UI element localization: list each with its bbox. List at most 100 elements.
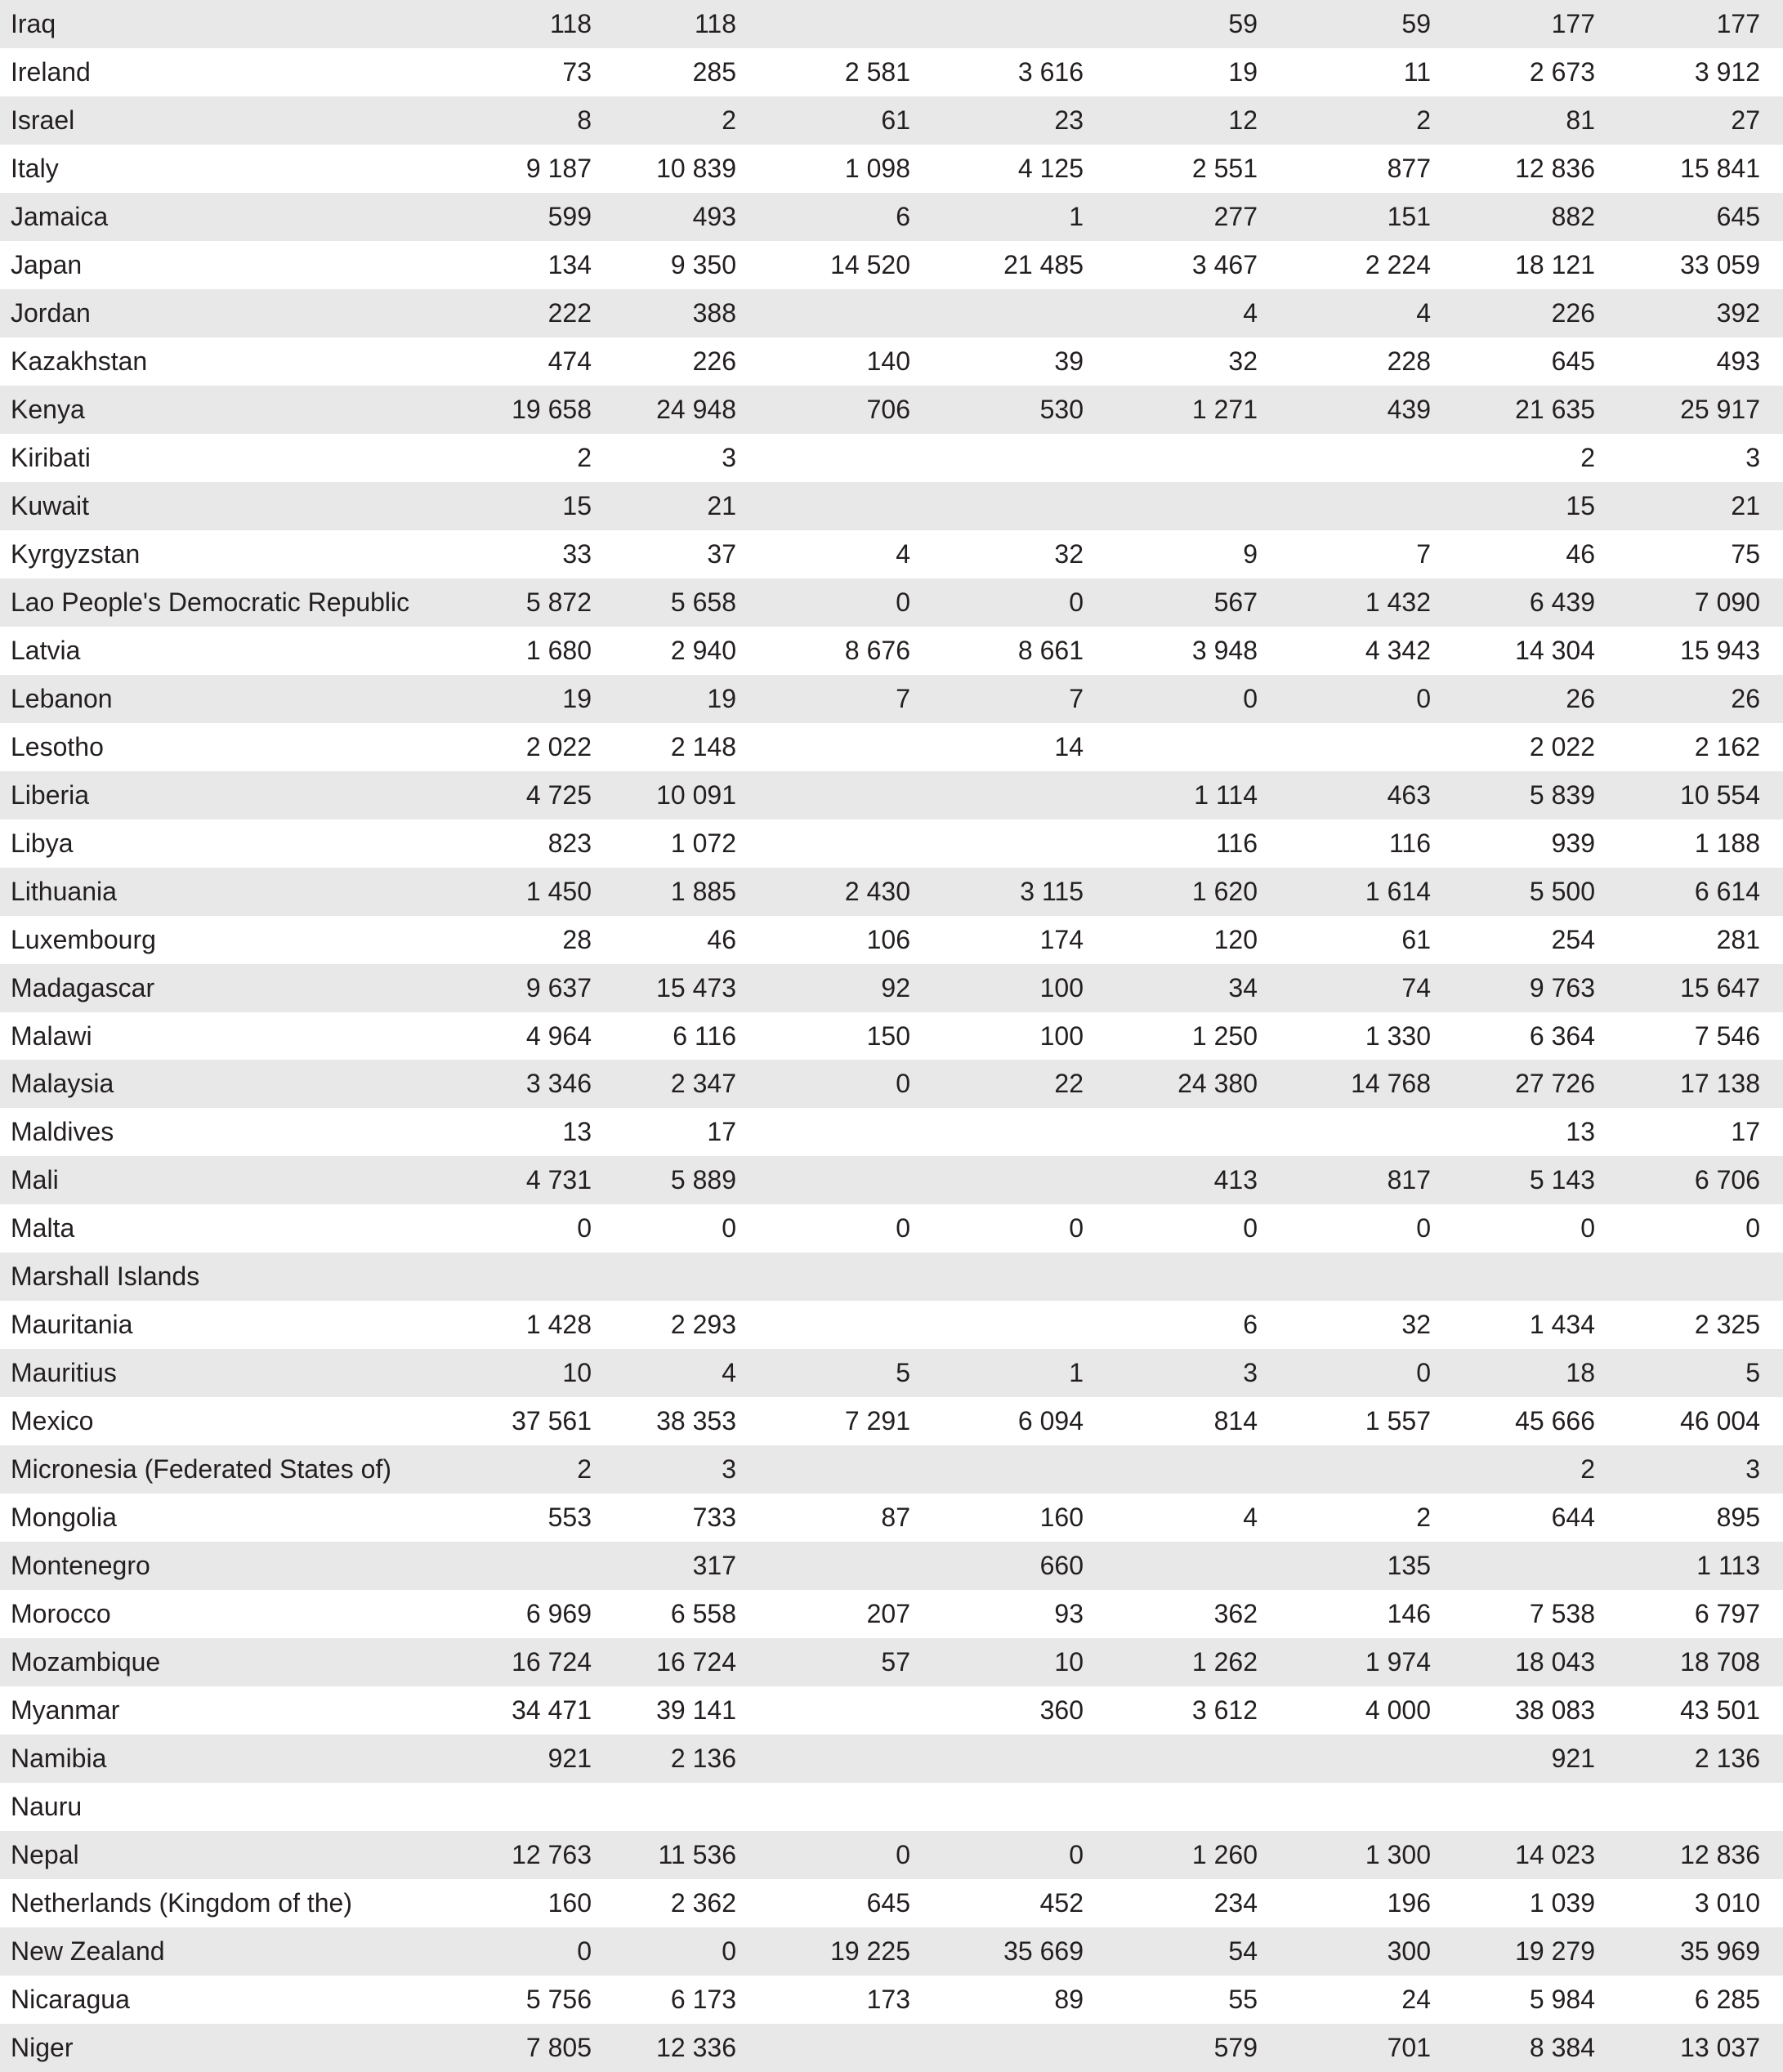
table-cell: 140 xyxy=(866,346,910,376)
table-row: Ireland 73 285 2 581 3 616 19 11 2 673 3 912 xyxy=(0,48,1783,96)
table-cell: 222 xyxy=(547,297,592,328)
table-cell: 26 xyxy=(1566,683,1595,713)
table-cell: 14 xyxy=(1054,731,1084,761)
table-cell: 579 xyxy=(1213,2033,1258,2063)
table-cell: 1 557 xyxy=(1365,1406,1431,1436)
table-cell: 1 188 xyxy=(1694,828,1760,858)
table-cell: 27 726 xyxy=(1515,1069,1595,1099)
table-cell: 6 969 xyxy=(525,1599,592,1629)
table-cell: 10 xyxy=(1054,1647,1084,1677)
country-name: Libya xyxy=(11,828,74,858)
table-cell: 24 380 xyxy=(1177,1069,1258,1099)
country-name: Jamaica xyxy=(11,201,109,231)
table-row: Libya 823 1 072 116 116 939 1 188 xyxy=(0,819,1783,868)
table-cell: 4 000 xyxy=(1365,1695,1431,1726)
table-cell: 921 xyxy=(1551,1744,1595,1774)
country-name: Jordan xyxy=(11,297,91,328)
table-cell: 3 346 xyxy=(525,1069,592,1099)
table-cell: 6 285 xyxy=(1694,1985,1760,2015)
country-name: Lao People's Democratic Republic xyxy=(11,587,410,617)
table-cell: 35 969 xyxy=(1680,1936,1760,1967)
table-cell: 1 xyxy=(1069,1358,1084,1388)
table-row: Kazakhstan 474 226 140 39 32 228 645 493 xyxy=(0,337,1783,386)
table-cell: 26 xyxy=(1731,683,1760,713)
table-cell: 19 xyxy=(707,683,736,713)
table-cell: 823 xyxy=(547,828,592,858)
table-row: Mauritania 1 428 2 293 6 32 1 434 2 325 xyxy=(0,1301,1783,1349)
table-cell: 1 072 xyxy=(670,828,736,858)
country-name: Kiribati xyxy=(11,442,91,472)
table-cell: 817 xyxy=(1387,1165,1431,1195)
table-cell: 18 xyxy=(1566,1358,1595,1388)
table-cell: 54 xyxy=(1228,1936,1258,1967)
table-cell: 5 756 xyxy=(525,1985,592,2015)
table-cell: 21 xyxy=(707,490,736,520)
table-cell: 0 xyxy=(896,587,910,617)
table-cell: 4 xyxy=(1243,1503,1258,1533)
table-cell: 2 673 xyxy=(1529,56,1595,87)
table-row: Lao People's Democratic Republic 5 872 5 6… xyxy=(0,578,1783,627)
table-row: Kuwait 15 21 15 21 xyxy=(0,481,1783,530)
table-row: Jordan 222 388 4 4 226 392 xyxy=(0,288,1783,337)
table-cell: 5 658 xyxy=(670,587,736,617)
table-cell: 4 125 xyxy=(1017,153,1084,183)
table-cell: 10 554 xyxy=(1680,779,1760,810)
table-cell: 0 xyxy=(1243,1213,1258,1244)
table-cell: 8 661 xyxy=(1017,635,1084,665)
table-row: Madagascar 9 637 15 473 92 100 34 74 9 763 15 64… xyxy=(0,963,1783,1012)
table-cell: 2 xyxy=(1416,1503,1431,1533)
table-cell: 24 xyxy=(1401,1985,1431,2015)
table-cell: 17 138 xyxy=(1680,1069,1760,1099)
table-cell: 15 xyxy=(1566,490,1595,520)
table-cell: 6 558 xyxy=(670,1599,736,1629)
table-cell: 21 635 xyxy=(1515,394,1595,424)
table-cell: 100 xyxy=(1039,972,1084,1003)
table-cell: 2 293 xyxy=(670,1310,736,1340)
table-cell: 5 839 xyxy=(1529,779,1595,810)
table-cell: 1 039 xyxy=(1529,1888,1595,1918)
table-cell: 2 136 xyxy=(670,1744,736,1774)
table-cell: 4 342 xyxy=(1365,635,1431,665)
table-row: Micronesia (Federated States of) 2 3 2 3 xyxy=(0,1445,1783,1494)
table-cell: 32 xyxy=(1228,346,1258,376)
table-cell: 2 xyxy=(1580,1454,1595,1485)
table-cell: 277 xyxy=(1213,201,1258,231)
country-name: Lebanon xyxy=(11,683,113,713)
table-cell: 6 116 xyxy=(673,1020,736,1051)
country-name: Myanmar xyxy=(11,1695,120,1726)
table-cell: 134 xyxy=(547,249,592,279)
table-cell: 0 xyxy=(896,1213,910,1244)
table-cell: 14 304 xyxy=(1515,635,1595,665)
table-cell: 1 330 xyxy=(1365,1020,1431,1051)
table-cell: 89 xyxy=(1054,1985,1084,2015)
table-row: Malaysia 3 346 2 347 0 22 24 380 14 768 27 726 1… xyxy=(0,1060,1783,1109)
table-cell: 226 xyxy=(692,346,736,376)
table-row: Liberia 4 725 10 091 1 114 463 5 839 10 554 xyxy=(0,770,1783,819)
table-cell: 0 xyxy=(1416,1213,1431,1244)
table-cell: 13 xyxy=(562,1117,592,1147)
country-name: Italy xyxy=(11,153,59,183)
country-name: Montenegro xyxy=(11,1551,150,1581)
table-cell: 61 xyxy=(1401,924,1431,954)
table-cell: 3 612 xyxy=(1191,1695,1258,1726)
table-cell: 160 xyxy=(547,1888,592,1918)
table-cell: 0 xyxy=(1069,1840,1084,1870)
table-cell: 116 xyxy=(1215,828,1258,858)
table-cell: 0 xyxy=(1069,587,1084,617)
table-row: Mali 4 731 5 889 413 817 5 143 6 706 xyxy=(0,1156,1783,1205)
country-name: Japan xyxy=(11,249,83,279)
table-cell: 6 706 xyxy=(1694,1165,1760,1195)
table-row: Lebanon 19 19 7 7 0 0 26 26 xyxy=(0,674,1783,723)
table-cell: 645 xyxy=(866,1888,910,1918)
table-cell: 27 xyxy=(1731,105,1760,135)
table-cell: 24 948 xyxy=(656,394,736,424)
table-cell: 360 xyxy=(1039,1695,1084,1726)
table-cell: 392 xyxy=(1716,297,1760,328)
country-name: Mali xyxy=(11,1165,59,1195)
table-cell: 46 004 xyxy=(1680,1406,1760,1436)
table-cell: 2 022 xyxy=(1529,731,1595,761)
table-cell: 921 xyxy=(547,1744,592,1774)
table-cell: 0 xyxy=(1580,1213,1595,1244)
table-cell: 474 xyxy=(547,346,592,376)
